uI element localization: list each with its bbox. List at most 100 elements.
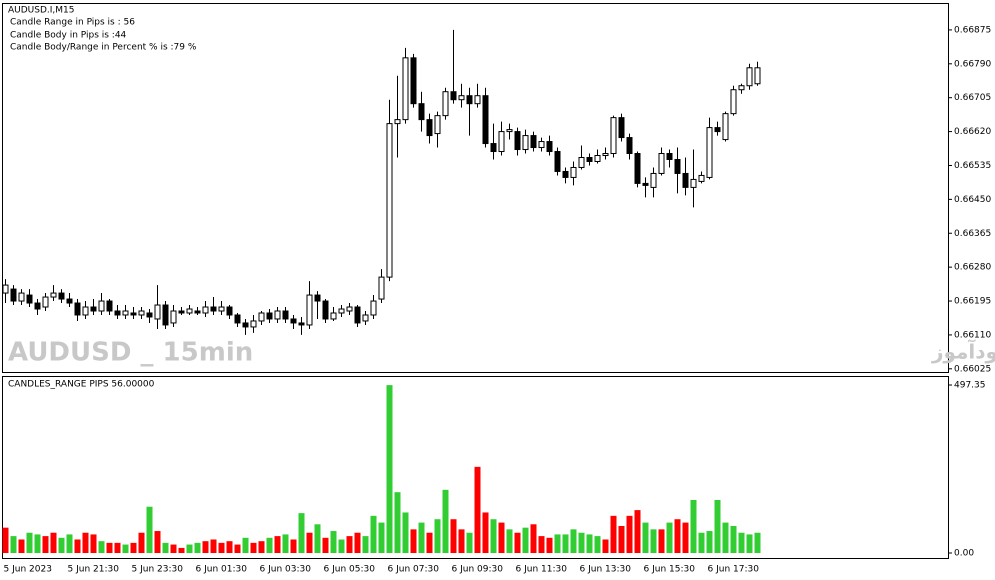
candle-body [562, 170, 569, 178]
bar [746, 534, 753, 553]
bar [674, 519, 681, 553]
bar [346, 536, 353, 553]
candle-body [554, 151, 561, 172]
bar [562, 534, 569, 553]
bar [170, 544, 177, 553]
bar [122, 544, 129, 553]
candle-body [674, 158, 681, 174]
x-tick-label: 6 Jun 15:30 [644, 565, 696, 575]
candle-body [2, 284, 9, 294]
bar [418, 522, 425, 553]
x-tick-label: 6 Jun 03:30 [260, 565, 312, 575]
bar [666, 522, 673, 553]
y-tick-label: 0.66195 [954, 297, 991, 307]
candle-body [738, 85, 745, 91]
bar [50, 532, 57, 553]
candle-body [650, 172, 657, 188]
candle-body [338, 308, 345, 314]
bar [138, 532, 145, 553]
bar [570, 529, 577, 553]
candle-body [514, 131, 521, 151]
candle-body [58, 292, 65, 300]
annotation: Candle Body/Range in Percent % is :79 % [10, 43, 197, 53]
bar [410, 529, 417, 553]
bar [66, 534, 73, 553]
candle-body [474, 95, 481, 105]
bar [194, 542, 201, 553]
candle-body [370, 300, 377, 316]
bar [282, 534, 289, 553]
x-tick-label: 6 Jun 01:30 [196, 565, 248, 575]
bar [362, 536, 369, 553]
candle-body [218, 306, 225, 312]
candle-body [402, 57, 409, 121]
indicator-title: CANDLES_RANGE PIPS 56.00000 [8, 380, 155, 390]
bar [546, 537, 553, 553]
candle-body [570, 166, 577, 178]
bar [306, 532, 313, 553]
candle-body [194, 310, 201, 314]
bar [58, 537, 65, 553]
bar [82, 532, 89, 553]
bar [706, 531, 713, 553]
candle-body [666, 153, 673, 160]
bar [698, 532, 705, 553]
candle-body [130, 312, 137, 316]
bar [26, 532, 33, 553]
bar [114, 542, 121, 553]
candle-body [242, 322, 249, 328]
candle-body [50, 292, 57, 298]
candle-body [690, 178, 697, 188]
candle-body [98, 300, 105, 312]
candle-body [234, 314, 241, 324]
bar [34, 534, 41, 553]
candle-body [754, 67, 761, 85]
x-tick-label: 6 Jun 13:30 [580, 565, 632, 575]
bar [618, 525, 625, 553]
candle-body [490, 143, 497, 153]
y-tick-label: 0.66110 [954, 330, 991, 340]
candle-body [138, 310, 145, 316]
y-tick-label: 0.66535 [954, 161, 991, 171]
bar [218, 542, 225, 553]
candle-body [266, 312, 273, 320]
bar [450, 519, 457, 553]
bar [90, 534, 97, 553]
x-tick-label: 6 Jun 11:30 [516, 565, 568, 575]
candle-body [466, 95, 473, 105]
candle-body [210, 306, 217, 312]
x-tick-label: 6 Jun 17:30 [708, 565, 760, 575]
bar [730, 525, 737, 553]
bar [578, 532, 585, 553]
candle-body [106, 300, 113, 312]
candle-body [418, 103, 425, 121]
bar [258, 541, 265, 553]
candle-body [282, 310, 289, 320]
candle-body [146, 312, 153, 318]
bar [226, 541, 233, 553]
bar [538, 536, 545, 553]
annotation: Candle Range in Pips is : 56 [10, 18, 135, 28]
watermark: AUDUSD _ 15min [8, 338, 253, 368]
candle-body [506, 129, 513, 133]
bar [434, 519, 441, 553]
bar [426, 532, 433, 553]
bar [130, 542, 137, 553]
candle-body [10, 288, 17, 302]
candle-body [410, 57, 417, 105]
candle-body [658, 153, 665, 174]
bar [186, 544, 193, 553]
bar [466, 532, 473, 553]
bar [242, 537, 249, 553]
bar [402, 512, 409, 553]
x-tick-label: 5 Jun 2023 [4, 565, 52, 575]
x-tick-label: 5 Jun 21:30 [68, 565, 120, 575]
bar [234, 544, 241, 553]
bar [290, 539, 297, 553]
y-tick-label: 0.66025 [954, 364, 991, 374]
bar [42, 536, 49, 553]
candle-body [258, 312, 265, 322]
bar [314, 524, 321, 553]
bar [522, 527, 529, 553]
bar [266, 537, 273, 553]
